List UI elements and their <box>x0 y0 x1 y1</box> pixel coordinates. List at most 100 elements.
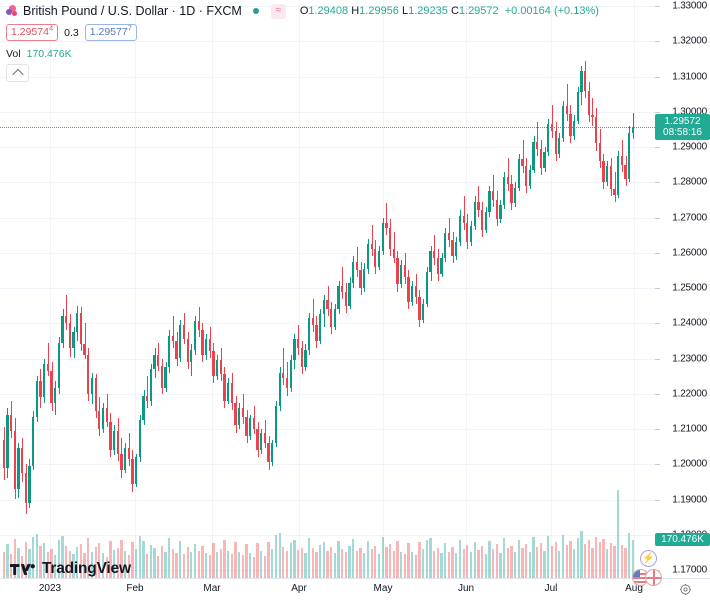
candle-body <box>94 377 97 412</box>
candle-wick <box>173 316 174 348</box>
chevron-up-icon[interactable] <box>6 64 29 82</box>
price-tick-label: 1.17000 <box>672 564 707 576</box>
candle-body <box>6 414 9 468</box>
candle-body <box>307 317 311 350</box>
ohlc-h-value: 1.29956 <box>359 5 399 17</box>
volume-bar <box>105 556 108 578</box>
us-flag-icon[interactable] <box>632 569 649 586</box>
candle-body <box>631 126 635 133</box>
price-tick-dash <box>655 288 660 289</box>
price-tick-label: 1.25000 <box>672 282 707 294</box>
volume-bar <box>54 555 57 578</box>
volume-bar <box>628 532 631 578</box>
volume-bar <box>403 554 406 578</box>
tradingview-logo[interactable]: TradingView <box>10 560 131 578</box>
candle-body <box>587 90 590 116</box>
volume-bar <box>31 537 35 578</box>
volume-value: 170.476K <box>26 47 72 60</box>
current-price-badge[interactable]: 1.29572 08:58:16 <box>655 113 710 140</box>
candle-body <box>333 309 336 327</box>
symbol-title[interactable]: British Pound / U.S. Dollar · 1D · FXCM <box>23 4 242 18</box>
price-gridline <box>0 252 655 254</box>
volume-bar <box>477 549 480 578</box>
candle-body <box>572 120 576 137</box>
uk-flag-icon[interactable] <box>645 569 662 586</box>
price-gridline <box>0 570 655 571</box>
price-gridline <box>0 6 655 7</box>
volume-bar <box>536 547 539 578</box>
volume-bar <box>267 542 270 578</box>
volume-bar <box>554 541 557 578</box>
price-tick-dash <box>655 41 660 43</box>
volume-bar <box>252 557 256 578</box>
candle-body <box>179 325 182 359</box>
volume-bar <box>300 547 303 578</box>
ask-price-badge[interactable]: 1.295777 <box>84 24 137 41</box>
volume-bar <box>219 548 222 578</box>
volume-bar <box>2 551 5 578</box>
candle-body <box>322 300 325 315</box>
candle-body <box>201 330 204 355</box>
volume-bar <box>238 551 241 578</box>
volume-bar <box>315 551 318 578</box>
volume-bar <box>598 541 601 578</box>
volume-bar <box>296 549 300 578</box>
candle-body <box>444 233 447 259</box>
volume-bar <box>271 549 274 578</box>
price-gridline <box>0 534 655 536</box>
candle-body <box>20 448 24 474</box>
volume-bar <box>539 542 543 578</box>
gear-icon[interactable] <box>679 583 692 596</box>
candle-body <box>43 363 46 398</box>
price-axis[interactable]: 1.33000 1.32000 1.31000 1.30000 1.29000 1.280… <box>655 0 710 578</box>
candle-body <box>499 205 502 220</box>
volume-bar <box>609 543 612 578</box>
current-price-value: 1.29572 <box>664 115 701 127</box>
candle-body <box>514 187 517 204</box>
candle-body <box>61 316 64 343</box>
candle-body <box>403 265 406 278</box>
candle-wick <box>449 217 450 248</box>
time-tick-label: Mar <box>203 583 221 594</box>
volume-bar <box>193 543 197 578</box>
candle-body <box>230 383 233 403</box>
market-open-dot <box>249 4 264 19</box>
price-gridline <box>0 111 655 113</box>
candle-body <box>72 332 75 348</box>
legend-symbol-row: British Pound / U.S. Dollar · 1D · FXCM … <box>6 3 599 19</box>
candle-body <box>190 349 193 363</box>
candle-body <box>330 309 333 327</box>
spread-value: 0.3 <box>64 26 79 39</box>
time-axis[interactable]: 2023 Feb Mar Apr May Jun Jul Aug <box>0 578 710 600</box>
logo-text: TradingView <box>42 560 131 577</box>
volume-bar <box>396 540 399 578</box>
chart-plot-area[interactable] <box>0 0 655 578</box>
candle-body <box>249 418 252 437</box>
candle-body <box>83 344 86 355</box>
volume-bar <box>473 541 476 578</box>
volume-bar <box>517 539 520 578</box>
candle-body <box>54 388 57 403</box>
volume-bar <box>234 541 237 578</box>
volume-bar <box>469 552 473 578</box>
candle-body <box>142 395 145 421</box>
volume-bar <box>506 547 509 578</box>
volume-bar <box>263 556 267 578</box>
eye-icon[interactable]: ≈ <box>270 3 286 19</box>
price-tick-label: 1.19000 <box>672 494 707 505</box>
candle-body <box>50 370 53 403</box>
bid-price-badge[interactable]: 1.295744 <box>6 23 59 41</box>
candle-body <box>304 349 307 368</box>
candle-body <box>123 448 127 470</box>
candle-wick <box>567 83 568 121</box>
candle-body <box>131 458 134 484</box>
candle-body <box>109 421 112 451</box>
bid-sup: 4 <box>48 23 54 33</box>
price-gridline <box>0 499 655 501</box>
price-gridline <box>0 429 655 430</box>
volume-bar <box>458 539 462 578</box>
candle-wick <box>508 157 509 192</box>
lightning-bolt-icon[interactable]: ⚡ <box>640 550 657 567</box>
candle-body <box>377 250 381 267</box>
volume-badge[interactable]: 170.476K <box>655 533 710 547</box>
